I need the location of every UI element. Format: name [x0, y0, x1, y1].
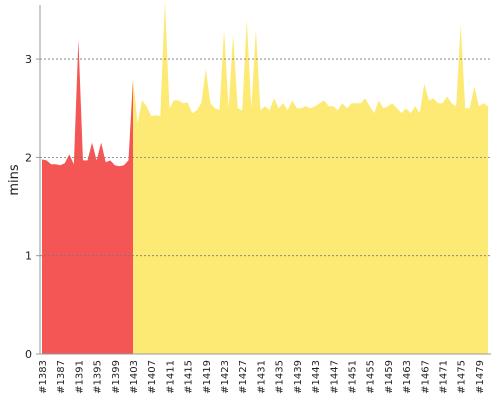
x-tick-label: #1439 [293, 360, 304, 394]
x-tick-label: #1383 [38, 360, 49, 394]
y-tick-label: 0 [25, 348, 32, 361]
x-tick-label: #1463 [402, 360, 413, 394]
area [42, 39, 134, 355]
x-tick-label: #1471 [438, 360, 449, 394]
x-tick-label: #1399 [111, 360, 122, 394]
x-tick-label: #1387 [56, 360, 67, 394]
x-tick-label: #1407 [147, 360, 158, 394]
x-tick-label: #1395 [93, 360, 104, 394]
area [137, 0, 489, 355]
x-tick-label: #1423 [220, 360, 231, 394]
x-tick-label: #1447 [329, 360, 340, 394]
x-tick-label: #1391 [74, 360, 85, 394]
area-bridge [133, 78, 138, 354]
x-tick-label: #1443 [311, 360, 322, 394]
x-tick-label: #1411 [165, 360, 176, 394]
y-tick-label: 2 [25, 151, 32, 164]
x-tick-label: #1435 [275, 360, 286, 394]
x-tick-label: #1415 [184, 360, 195, 394]
x-tick-label: #1467 [420, 360, 431, 394]
y-axis-label: mins [7, 164, 22, 196]
x-tick-label: #1427 [238, 360, 249, 394]
x-tick-label: #1403 [129, 360, 140, 394]
x-tick-label: #1475 [457, 360, 468, 394]
x-tick-label: #1451 [347, 360, 358, 394]
y-tick-label: 3 [25, 53, 32, 66]
x-tick-label: #1419 [202, 360, 213, 394]
y-tick-label: 1 [25, 250, 32, 263]
x-tick-label: #1431 [256, 360, 267, 394]
x-tick-label: #1459 [384, 360, 395, 394]
x-tick-label: #1479 [475, 360, 486, 394]
x-tick-label: #1455 [366, 360, 377, 394]
